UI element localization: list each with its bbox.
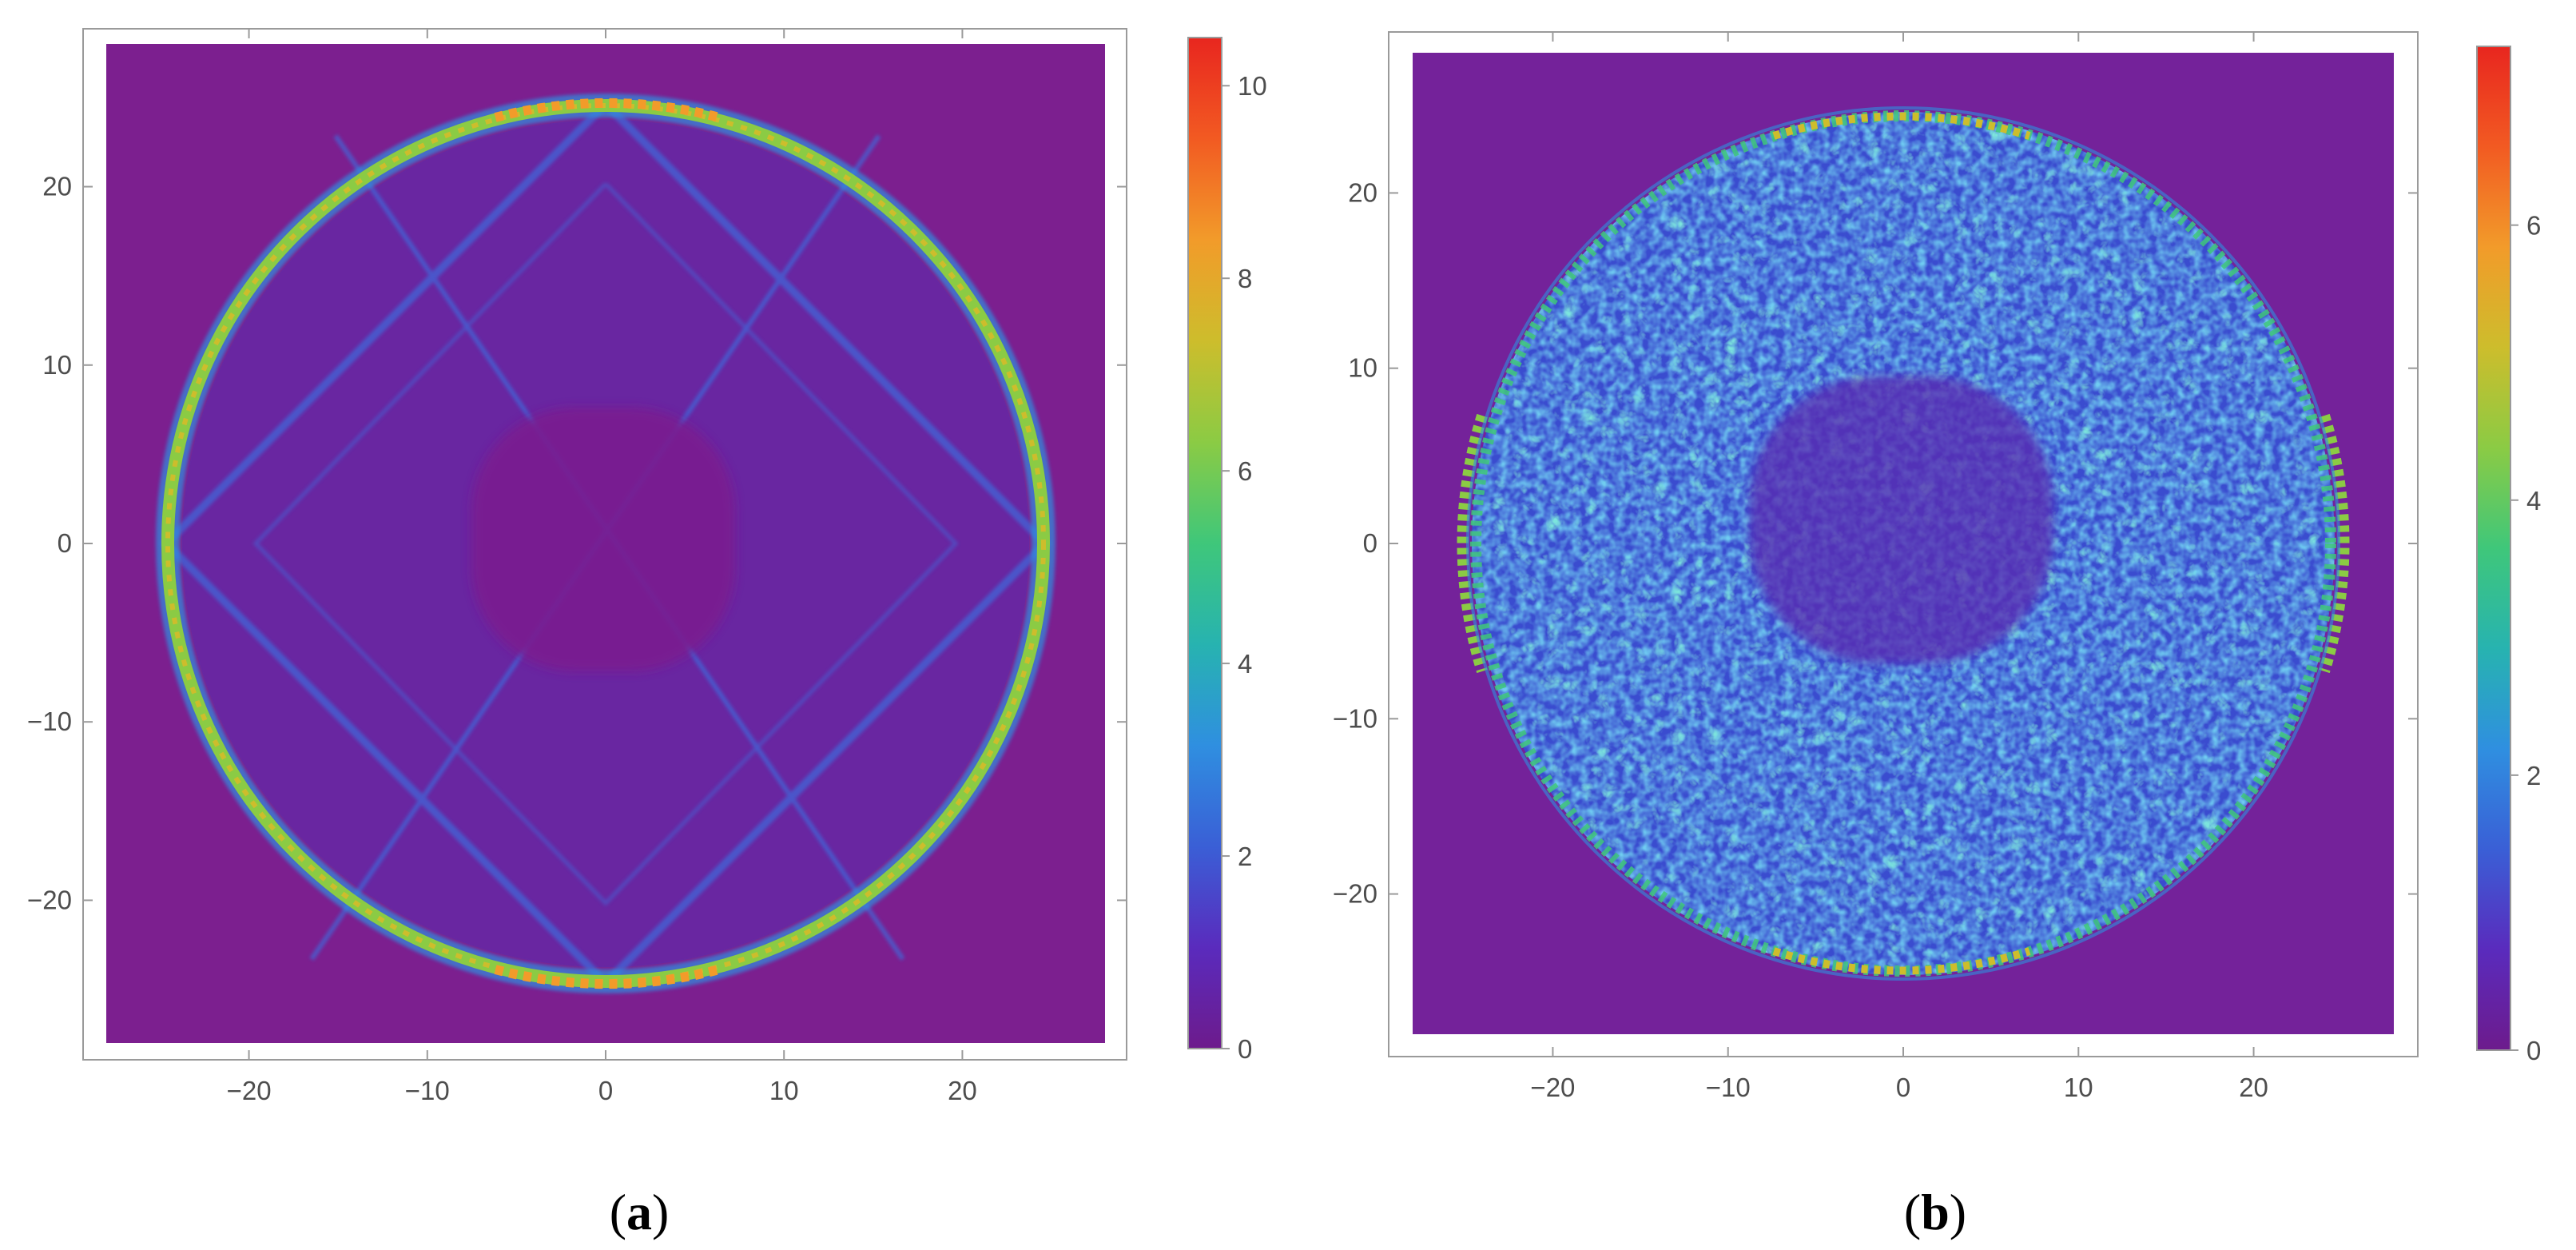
y-axis-a: 20 10 0 −10 −20 [27,172,1127,914]
colorbar-tick-label: 2 [1238,842,1252,871]
y-tick-label: 0 [58,528,72,558]
y-tick-label: 20 [42,172,72,201]
outer-ring [1470,110,2336,977]
outer-ring-core [165,103,1046,984]
y-tick-label: −20 [27,885,72,914]
colorbar-tick-label: 0 [1238,1034,1252,1064]
ring-hotspot-right [2319,413,2350,674]
colorbar-tick-label: 10 [1238,71,1267,101]
y-tick-label: 0 [1363,528,1377,558]
colorbar-frame [1187,37,1222,1049]
colorbar-tick-label: 6 [2526,211,2541,241]
x-axis-a: −20 −10 0 10 20 [227,29,977,1105]
x-tick-label: −20 [227,1076,272,1105]
colorbar-tick-label: 4 [2526,486,2541,516]
x-tick-label: −10 [405,1076,450,1105]
colorbar-tick-label: 4 [1238,649,1252,679]
panel-label-a: (a) [610,1184,670,1240]
colorbar-tick-label: 2 [2526,761,2541,790]
x-tick-label: −20 [1530,1073,1575,1102]
heatmap-a [156,94,1055,993]
y-tick-label: 10 [1348,353,1377,383]
x-tick-label: 10 [2064,1073,2093,1102]
ring-hotspot-bottom [1772,947,2031,975]
y-tick-label: 20 [1348,177,1377,207]
colorbar-tick-label: 0 [2526,1036,2541,1065]
x-tick-label: 20 [948,1076,977,1105]
colorbar-ticks-b: 0 2 4 6 [2476,46,2541,1065]
y-tick-label: 10 [42,350,72,380]
x-tick-label: 20 [2239,1073,2268,1102]
y-axis-b: 20 10 0 −10 −20 [1333,177,2418,909]
panel-b: −20 −10 0 10 20 20 10 0 −10 −20 0 2 4 6 [1333,31,2541,1102]
central-region [1750,376,2053,663]
x-tick-label: 10 [769,1076,799,1105]
ring-hotspot-top [1772,112,2031,140]
disk-edge [1466,106,2340,981]
x-tick-label: −10 [1706,1073,1751,1102]
colorbar-a [1188,38,1222,1049]
y-tick-label: −10 [27,707,72,736]
y-tick-label: −20 [1333,879,1377,909]
colorbar-frame [2476,46,2511,1051]
ring-hotspot-left [1457,413,1488,674]
x-tick-label: 0 [598,1076,613,1105]
colorbar-tick-label: 6 [1238,456,1252,486]
colorbar-ticks-a: 0 2 4 6 8 10 [1187,37,1267,1064]
central-region [471,408,735,671]
panel-label-b: (b) [1904,1184,1966,1240]
x-tick-label: 0 [1896,1073,1910,1102]
x-axis-b: −20 −10 0 10 20 [1530,32,2268,1102]
colorbar-tick-label: 8 [1238,264,1252,293]
colorbar-b [2477,46,2510,1050]
heatmap-b [1413,53,2394,1034]
y-tick-label: −10 [1333,703,1377,733]
panel-a: −20 −10 0 10 20 20 10 0 −10 −20 0 2 4 6 8 10 [27,28,1267,1105]
